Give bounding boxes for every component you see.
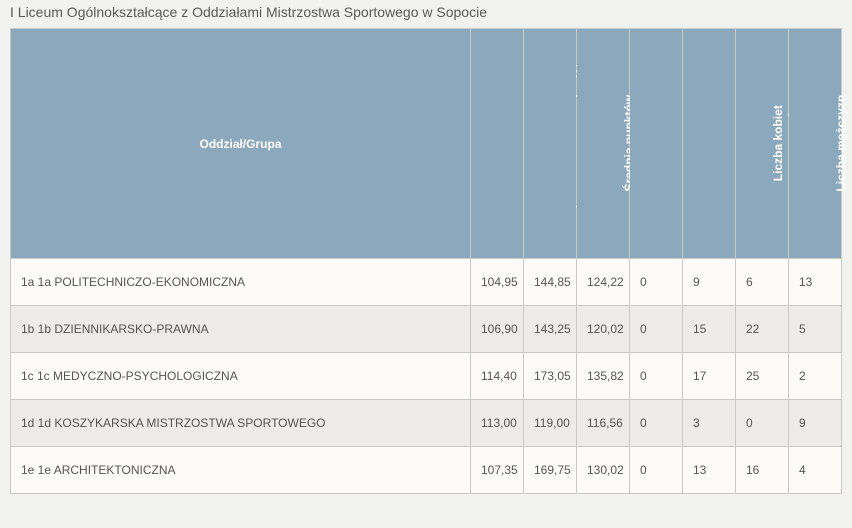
col-header-max: Maks. liczba punktów	[524, 29, 577, 259]
table-row: 1c 1c MEDYCZNO-PSYCHOLOGICZNA114,40173,0…	[11, 353, 842, 400]
cell-value: 106,90	[471, 306, 524, 353]
page-title: I Liceum Ogólnokształcące z Oddziałami M…	[0, 0, 852, 28]
col-header-avg: Średnia punktów	[577, 29, 630, 259]
table-container: Oddział/Grupa Limit punktów kwalif. do p…	[0, 28, 852, 504]
cell-value: 169,75	[524, 447, 577, 494]
cell-value: 173,05	[524, 353, 577, 400]
cell-group-name: 1b 1b DZIENNIKARSKO-PRAWNA	[11, 306, 471, 353]
cell-value: 114,40	[471, 353, 524, 400]
table-row: 1e 1e ARCHITEKTONICZNA107,35169,75130,02…	[11, 447, 842, 494]
cell-value: 0	[630, 306, 683, 353]
cell-value: 3	[683, 400, 736, 447]
cell-value: 15	[683, 306, 736, 353]
cell-value: 130,02	[577, 447, 630, 494]
cell-value: 135,82	[577, 353, 630, 400]
col-header-women: Liczba kobiet	[736, 29, 789, 259]
cell-value: 124,22	[577, 259, 630, 306]
col-header-men: Liczba mężczyzn	[789, 29, 842, 259]
cell-value: 17	[683, 353, 736, 400]
cell-value: 22	[736, 306, 789, 353]
cell-value: 0	[630, 353, 683, 400]
cell-group-name: 1a 1a POLITECHNICZO-EKONOMICZNA	[11, 259, 471, 306]
cell-value: 13	[683, 447, 736, 494]
cell-value: 4	[789, 447, 842, 494]
cell-value: 0	[736, 400, 789, 447]
col-header-group: Oddział/Grupa	[11, 29, 471, 259]
cell-value: 0	[630, 400, 683, 447]
cell-value: 143,25	[524, 306, 577, 353]
cell-value: 6	[736, 259, 789, 306]
col-header-honors: Liczba świadectw z wyróżnieniem	[683, 29, 736, 259]
cell-value: 104,95	[471, 259, 524, 306]
cell-group-name: 1c 1c MEDYCZNO-PSYCHOLOGICZNA	[11, 353, 471, 400]
table-row: 1b 1b DZIENNIKARSKO-PRAWNA106,90143,2512…	[11, 306, 842, 353]
table-row: 1a 1a POLITECHNICZO-EKONOMICZNA104,95144…	[11, 259, 842, 306]
cell-value: 2	[789, 353, 842, 400]
col-header-label: Liczba mężczyzn	[834, 95, 848, 192]
cell-value: 13	[789, 259, 842, 306]
cell-value: 0	[630, 447, 683, 494]
cell-value: 9	[789, 400, 842, 447]
col-header-label: Liczba kobiet	[771, 105, 785, 181]
admission-table: Oddział/Grupa Limit punktów kwalif. do p…	[10, 28, 842, 494]
cell-value: 120,02	[577, 306, 630, 353]
cell-group-name: 1e 1e ARCHITEKTONICZNA	[11, 447, 471, 494]
cell-value: 16	[736, 447, 789, 494]
cell-value: 5	[789, 306, 842, 353]
cell-value: 25	[736, 353, 789, 400]
cell-value: 119,00	[524, 400, 577, 447]
cell-value: 107,35	[471, 447, 524, 494]
col-header-limit: Limit punktów kwalif. do przyjęcia	[471, 29, 524, 259]
col-header-laureates: Liczba laureatów i finalistów	[630, 29, 683, 259]
cell-value: 113,00	[471, 400, 524, 447]
cell-group-name: 1d 1d KOSZYKARSKA MISTRZOSTWA SPORTOWEGO	[11, 400, 471, 447]
cell-value: 0	[630, 259, 683, 306]
cell-value: 9	[683, 259, 736, 306]
cell-value: 144,85	[524, 259, 577, 306]
header-row: Oddział/Grupa Limit punktów kwalif. do p…	[11, 29, 842, 259]
table-row: 1d 1d KOSZYKARSKA MISTRZOSTWA SPORTOWEGO…	[11, 400, 842, 447]
cell-value: 116,56	[577, 400, 630, 447]
